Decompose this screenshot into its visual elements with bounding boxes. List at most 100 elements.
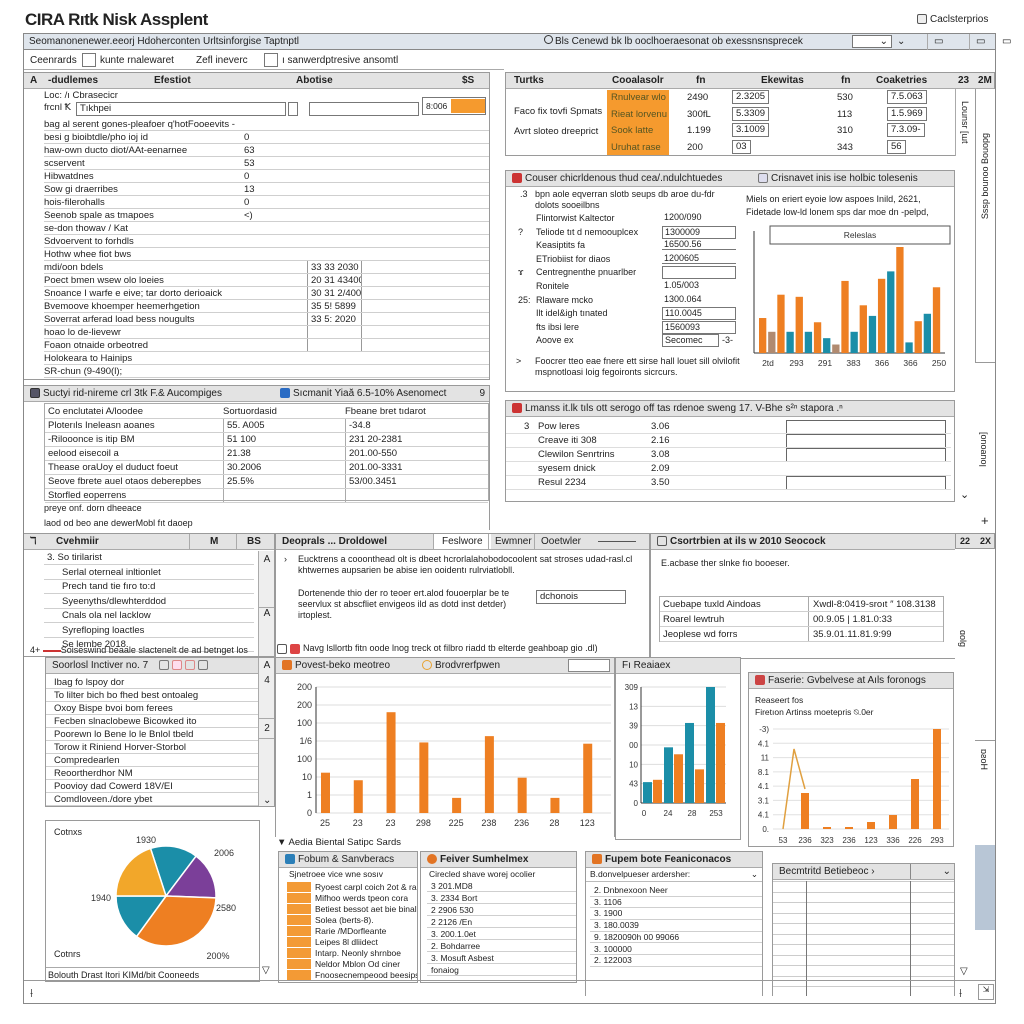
window-button-3[interactable]: ▭ <box>1002 36 1012 47</box>
column-header[interactable]: Cooalasolr <box>612 75 664 86</box>
list-item[interactable]: Se lembe 2018. <box>44 638 254 652</box>
table-row[interactable]: Snoance I warfe e eive; tar dorto derioa… <box>44 287 489 300</box>
list-item[interactable]: syesem dnick 2.09 <box>506 462 951 476</box>
scroll-icon[interactable]: A <box>259 607 274 619</box>
list-item[interactable]: Betiest bessot aet bie binalcory. <box>287 904 417 915</box>
side-strip[interactable]: Sssp bounoo Bouopg <box>975 89 995 363</box>
toolbar-item[interactable]: kunte rnalewaret <box>100 55 174 66</box>
list-item[interactable]: fonaiog <box>427 964 576 976</box>
field-input[interactable]: 110.0045 <box>662 307 736 321</box>
cell-value[interactable]: 2.3205 <box>732 90 770 104</box>
list-item[interactable]: 2 2906 530 <box>427 904 576 916</box>
row-input[interactable] <box>786 420 946 433</box>
column-header[interactable]: 23 <box>958 75 970 86</box>
copy-icon[interactable] <box>158 660 169 671</box>
scrollbar[interactable]: A A <box>258 551 274 656</box>
table-row[interactable]: Ploterıls Ineleasn aoanes 55. A005 -34.8 <box>45 419 488 433</box>
table-row[interactable]: Seenob spale as tmapoes <) <box>44 209 489 222</box>
chevron-down-icon[interactable]: ⌄ <box>910 864 954 879</box>
toolbar-item[interactable]: Ceenrards <box>30 55 77 66</box>
column-header[interactable]: A <box>30 75 38 86</box>
pin-icon[interactable]: ⟊ <box>30 986 34 1000</box>
bottom-c-dropdown[interactable]: B.donvelpueser ardersher: ⌄ <box>586 869 762 882</box>
value-input[interactable] <box>309 102 419 116</box>
chevron-down-icon[interactable]: ▽ <box>262 965 270 976</box>
row-input[interactable] <box>786 448 946 461</box>
spreadsheet-grid[interactable] <box>773 881 954 996</box>
toolbar-dropdown[interactable] <box>264 53 278 67</box>
tab-ewmner[interactable]: Ewmner <box>488 534 538 549</box>
table-row[interactable]: besi g bioibtdle/pho ioj id 0 <box>44 131 489 144</box>
table-row[interactable]: se-don thowav / Kat <box>44 222 489 235</box>
list-item[interactable]: Prech tand tie fıro to:d <box>44 580 254 594</box>
list-item[interactable]: 2 2126 /En <box>427 916 576 928</box>
list-item[interactable]: Syeenyths/dlewhterddod <box>44 595 254 609</box>
table-row[interactable]: Holokeara to Hainips <box>44 352 489 365</box>
list-item[interactable]: Rarie /MDorfleante <box>287 926 417 937</box>
chevron-down-icon[interactable]: ⌄ <box>960 489 970 501</box>
table-row[interactable]: -Rilooonce is itip BM 51 100 231 20-2381 <box>45 433 488 447</box>
field-input[interactable]: 1.05/003 <box>664 280 700 290</box>
table-row[interactable]: Jeoplese wd forrs 35.9.01.11.81.9:99 <box>660 627 943 642</box>
list-item[interactable]: Compredearlen <box>46 754 258 767</box>
column-header[interactable]: Ekewitas <box>761 75 804 86</box>
column-header[interactable]: Turtks <box>514 75 544 86</box>
field-input[interactable]: 16500.56 <box>662 239 736 251</box>
field-input[interactable]: 1200/090 <box>664 212 702 222</box>
list-item[interactable]: Fnoosecnempeood beesips <box>287 970 417 981</box>
checkbox-icon[interactable] <box>277 643 287 654</box>
refresh-icon[interactable] <box>197 660 208 671</box>
table-row[interactable]: Thease oraUoy el duduct foeut 30.2006 201.… <box>45 461 488 475</box>
column-header[interactable]: fn <box>696 75 706 86</box>
column-header[interactable]: M <box>189 534 218 549</box>
column-header[interactable]: Abotise <box>296 75 333 86</box>
list-item[interactable]: Leipes 8l dliidect <box>287 937 417 948</box>
table-row[interactable]: Rnulvear wlo 2490 2.3205 530 7.5.063 <box>607 90 954 106</box>
add-icon[interactable]: + <box>981 513 989 528</box>
filter-input[interactable]: Tıkhpei <box>76 102 286 116</box>
toolbar-dropdown[interactable] <box>82 53 96 67</box>
column-header[interactable]: BS <box>236 534 261 549</box>
collapse-button[interactable]: ⌄ <box>897 36 906 47</box>
table-row[interactable]: mdi/oon bdels 33 33 2030 <box>44 261 489 274</box>
list-item[interactable]: Syrefloping loactles <box>44 624 254 638</box>
table-row[interactable]: Poect bmen wsew olo loeies 20 31 43400 <box>44 274 489 287</box>
list-item[interactable]: 3 Pow leres 3.06 <box>506 420 951 434</box>
row-input[interactable] <box>786 434 946 447</box>
pin-icon[interactable]: ⟊ <box>959 986 963 1000</box>
list-item[interactable]: Clewilon Senrtrins 3.08 <box>506 448 951 462</box>
table-row[interactable]: hois-filerohalls 0 <box>44 196 489 209</box>
window-button-2[interactable]: ▭ <box>969 34 985 50</box>
titlebar-dropdown[interactable]: ⌄ <box>852 35 892 48</box>
filter-dropdown-button[interactable] <box>288 102 298 116</box>
note-icon[interactable] <box>171 660 182 671</box>
table-row[interactable]: Soverrat arferad load bess nougults 33 5:… <box>44 313 489 326</box>
list-item[interactable]: Oxoy Bispe bvoi bom ferees <box>46 702 258 715</box>
column-header[interactable]: Coaketries <box>876 75 928 86</box>
list-item[interactable]: Serlal oterneal inltionlet <box>44 566 254 580</box>
scroll-thumb[interactable]: 2 <box>259 718 274 739</box>
tab-ooetwler[interactable]: Ooetwler <box>534 534 587 549</box>
column-header[interactable]: Sortuordasid <box>223 406 277 417</box>
list-item[interactable]: Mifhoo werds tpeon cora <box>287 893 417 904</box>
tab-feslwore[interactable]: Feslwore <box>433 534 491 549</box>
column-header[interactable]: $S <box>462 75 475 86</box>
table-row[interactable]: Hibwatdnes 0 <box>44 170 489 183</box>
row-input[interactable] <box>786 476 946 489</box>
column-header[interactable]: -dudlemes <box>48 75 99 86</box>
tab-slider[interactable] <box>598 541 636 542</box>
cell-value[interactable]: 56 <box>887 139 906 154</box>
list-item[interactable]: 9. 1820090h 00 99066 <box>590 932 762 944</box>
scroll-up-icon[interactable]: A <box>263 660 271 671</box>
list-item[interactable]: Poorewn lo Bene lo le Bnlol tbeld <box>46 728 258 741</box>
cell-value[interactable]: 343 <box>837 141 853 153</box>
cell-value[interactable]: 7.5.063 <box>887 90 927 104</box>
cell-value[interactable]: 5.3309 <box>732 106 770 121</box>
list-item[interactable]: Cnals ola nel lacklow <box>44 609 254 623</box>
scrollbar-thumb[interactable] <box>975 845 995 930</box>
list-item[interactable]: 3. Mosuft Asbest <box>427 952 576 964</box>
search-icon[interactable] <box>184 660 195 671</box>
cell-value[interactable]: 530 <box>837 92 853 103</box>
table-row[interactable]: hoao lo de-lievewr <box>44 326 489 339</box>
list-item[interactable]: 2. Bohdarree <box>427 940 576 952</box>
